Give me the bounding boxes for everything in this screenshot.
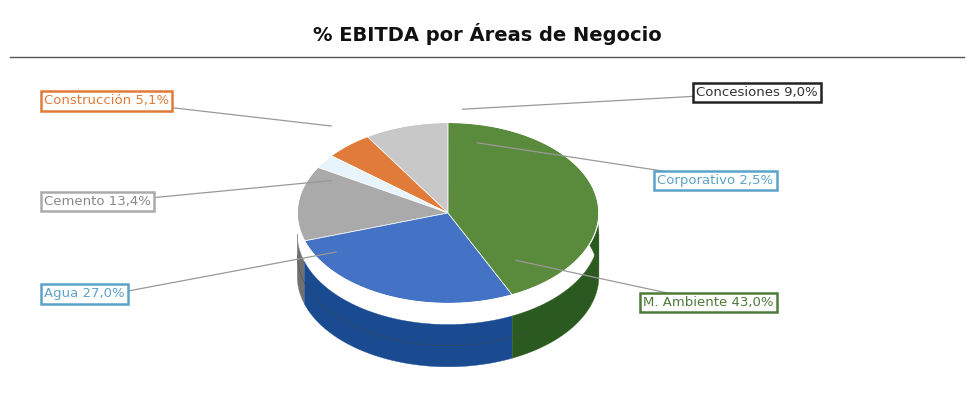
Polygon shape [305, 213, 512, 303]
Text: Concesiones 9,0%: Concesiones 9,0% [696, 86, 818, 99]
Text: Agua 27,0%: Agua 27,0% [44, 288, 125, 300]
Polygon shape [448, 123, 599, 295]
Polygon shape [297, 168, 448, 241]
Text: Construcción 5,1%: Construcción 5,1% [44, 94, 169, 107]
Polygon shape [512, 234, 599, 358]
Text: Corporativo 2,5%: Corporativo 2,5% [657, 174, 773, 187]
Polygon shape [367, 123, 448, 213]
Text: Cemento 13,4%: Cemento 13,4% [44, 195, 151, 208]
Text: % EBITDA por Áreas de Negocio: % EBITDA por Áreas de Negocio [313, 23, 661, 45]
Polygon shape [318, 156, 448, 213]
Polygon shape [297, 234, 305, 304]
Polygon shape [305, 262, 512, 367]
Text: M. Ambiente 43,0%: M. Ambiente 43,0% [643, 296, 773, 309]
Polygon shape [331, 136, 448, 213]
Polygon shape [448, 144, 599, 276]
